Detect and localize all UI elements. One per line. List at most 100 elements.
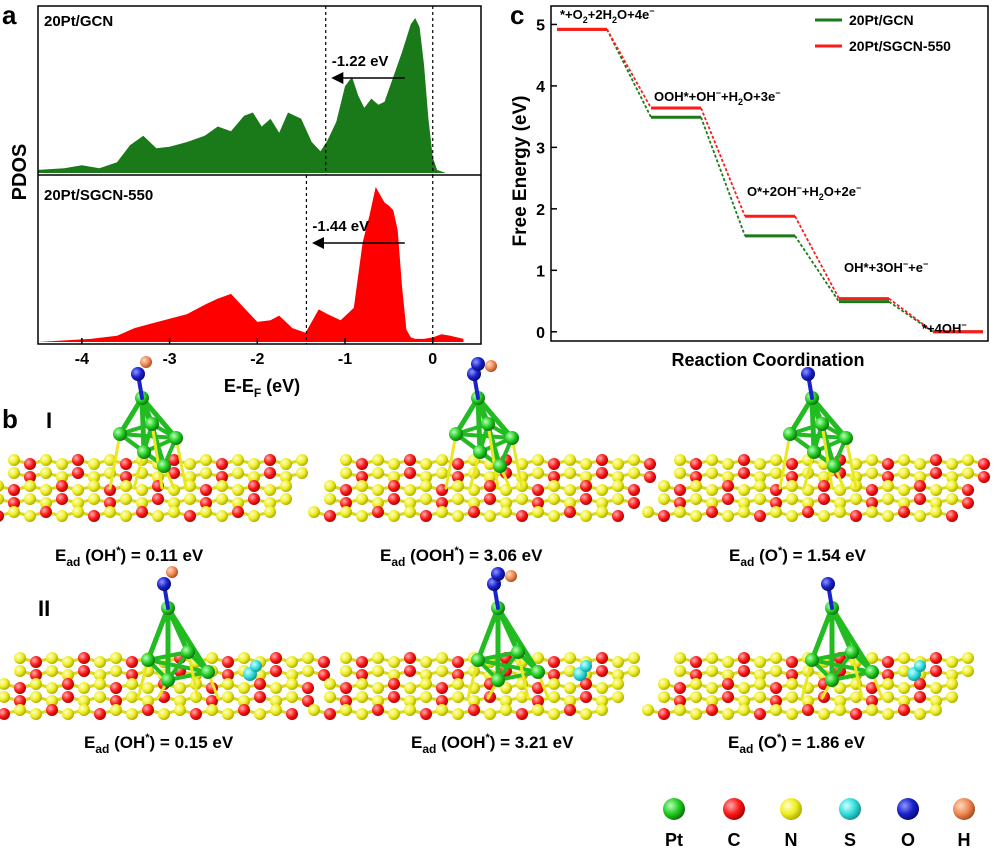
n-atom	[0, 691, 10, 703]
n-atom	[612, 656, 624, 668]
n-atom	[468, 695, 480, 707]
c-atom	[302, 682, 314, 694]
c-atom	[484, 480, 496, 492]
n-atom	[46, 665, 58, 677]
energy-xlabel: Reaction Coordination	[672, 350, 865, 370]
n-atom	[786, 510, 798, 522]
c-atom	[324, 510, 336, 522]
n-atom	[628, 652, 640, 664]
c-atom	[564, 704, 576, 716]
pdos-xtick-label: -2	[250, 351, 264, 368]
n-atom	[882, 678, 894, 690]
n-atom	[404, 682, 416, 694]
c-atom	[62, 678, 74, 690]
n-atom	[754, 678, 766, 690]
c-atom	[388, 480, 400, 492]
n-atom	[238, 652, 250, 664]
n-atom	[722, 510, 734, 522]
c-atom	[420, 708, 432, 720]
bond	[844, 436, 858, 490]
pt-atom	[827, 459, 841, 473]
n-atom	[340, 467, 352, 479]
c-atom	[962, 484, 974, 496]
n-atom	[580, 510, 592, 522]
pdos-gcn-label: 20Pt/GCN	[44, 13, 113, 30]
c-atom	[596, 665, 608, 677]
n-atom	[564, 454, 576, 466]
c-atom	[468, 704, 480, 716]
n-atom	[356, 493, 368, 505]
c-atom	[216, 471, 228, 483]
n-atom	[548, 708, 560, 720]
n-atom	[388, 708, 400, 720]
bond	[139, 395, 179, 441]
n-atom	[532, 506, 544, 518]
pdos-xtick-label: 0	[428, 351, 437, 368]
n-atom	[866, 467, 878, 479]
energy-connector	[700, 107, 746, 217]
c-atom	[404, 665, 416, 677]
pt-atom	[511, 645, 525, 659]
n-atom	[882, 493, 894, 505]
n-atom	[850, 691, 862, 703]
n-atom	[818, 471, 830, 483]
energy-connector	[794, 215, 840, 300]
c-atom	[914, 691, 926, 703]
n-atom	[340, 665, 352, 677]
n-atom	[46, 682, 58, 694]
pt-atom	[839, 431, 853, 445]
energy-y-ticks: 0 1 2 3 4 5	[536, 17, 557, 342]
pdos-xtick-label: -3	[162, 351, 176, 368]
n-atom	[46, 652, 58, 664]
n-atom	[946, 458, 958, 470]
c-atom	[184, 510, 196, 522]
s-atom	[914, 660, 926, 672]
bond	[165, 605, 211, 675]
c-atom	[690, 656, 702, 668]
bond	[516, 650, 530, 700]
c-atom	[420, 510, 432, 522]
n-atom	[690, 708, 702, 720]
n-atom	[222, 678, 234, 690]
n-atom	[280, 471, 292, 483]
c-atom	[120, 471, 132, 483]
n-atom	[94, 656, 106, 668]
n-atom	[62, 669, 74, 681]
c-atom	[56, 493, 68, 505]
c-atom	[738, 454, 750, 466]
c-atom	[738, 652, 750, 664]
bond	[186, 650, 200, 700]
n-atom	[754, 480, 766, 492]
n-atom	[404, 484, 416, 496]
n-atom	[898, 652, 910, 664]
atom-legend-s-label: S	[844, 830, 856, 850]
pdos-xlabel: E-EF (eV)	[224, 376, 300, 400]
c-atom	[802, 704, 814, 716]
n-atom	[866, 506, 878, 518]
c-atom	[94, 708, 106, 720]
n-atom	[30, 678, 42, 690]
energy-connector	[606, 28, 652, 109]
pt-atom	[783, 427, 797, 441]
c-atom	[658, 510, 670, 522]
c-atom	[468, 506, 480, 518]
n-atom	[580, 458, 592, 470]
h-atom	[505, 570, 517, 582]
c-atom	[962, 497, 974, 509]
n-atom	[722, 656, 734, 668]
c-atom	[914, 493, 926, 505]
n-atom	[270, 682, 282, 694]
n-atom	[882, 480, 894, 492]
n-atom	[706, 665, 718, 677]
n-atom	[436, 506, 448, 518]
c-atom	[628, 497, 640, 509]
n-atom	[356, 510, 368, 522]
n-atom	[674, 467, 686, 479]
c-atom	[930, 652, 942, 664]
bond	[475, 395, 515, 441]
c-atom	[200, 484, 212, 496]
c-atom	[898, 704, 910, 716]
c-atom	[14, 695, 26, 707]
pt-atom	[473, 445, 487, 459]
n-atom	[532, 467, 544, 479]
